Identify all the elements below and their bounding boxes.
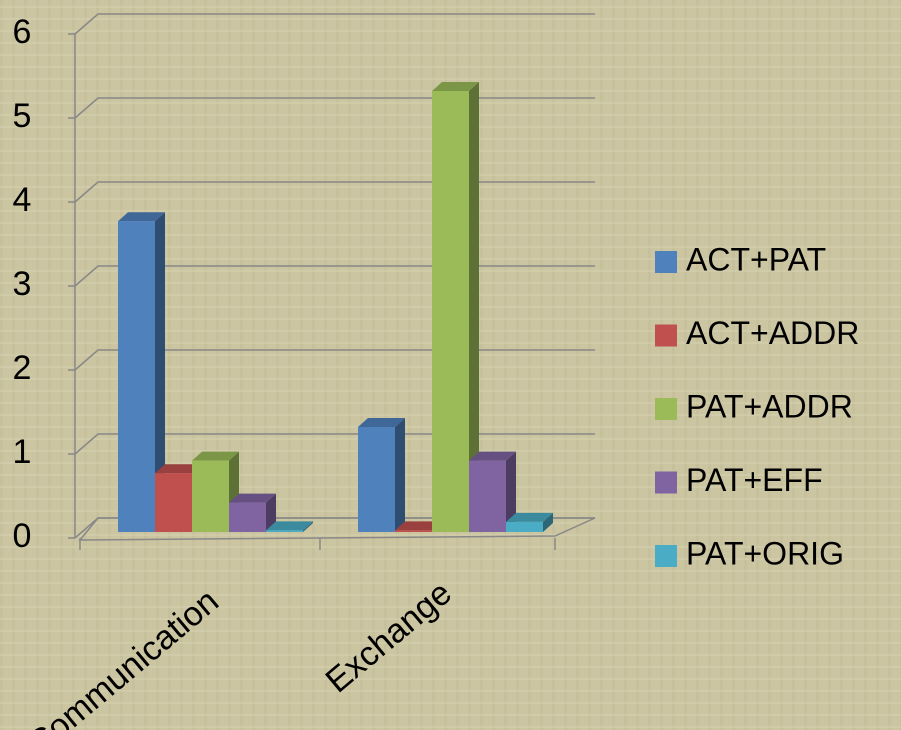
bar-front (118, 221, 155, 532)
bar (118, 212, 165, 532)
y-tick-label: 4 (13, 181, 32, 219)
bar-top (506, 512, 553, 522)
legend-label: ACT+PAT (686, 241, 826, 277)
y-tick-label: 3 (13, 265, 32, 303)
y-tick-label: 0 (13, 517, 32, 555)
bar-side (506, 451, 516, 532)
legend-label: PAT+ADDR (686, 388, 853, 424)
grid-line (74, 349, 595, 371)
bar (266, 521, 313, 532)
bar-top (118, 212, 165, 222)
grid-line (74, 265, 595, 287)
grid-line (74, 181, 595, 203)
bar-side (395, 418, 405, 532)
bar-front (506, 521, 543, 532)
bar-side (543, 512, 553, 532)
legend-label: PAT+ORIG (686, 535, 844, 571)
bar (192, 451, 239, 532)
bar-top (469, 451, 516, 461)
y-tick-label: 6 (13, 13, 32, 51)
bar-top (155, 464, 202, 474)
bar-front (266, 530, 303, 532)
legend-label: PAT+EFF (686, 462, 823, 498)
grid-line (74, 433, 595, 455)
bar (432, 82, 479, 532)
legend-swatch (655, 251, 677, 273)
grid-line (74, 517, 595, 539)
bar-top (229, 493, 276, 503)
bar (469, 451, 516, 532)
bar (506, 512, 553, 532)
bar-front (432, 91, 469, 532)
bar-front (358, 427, 395, 532)
bar (358, 418, 405, 532)
bar-front (395, 530, 432, 532)
bar-top (395, 521, 442, 531)
bar-front (469, 460, 506, 532)
bar-top (266, 521, 313, 531)
bar-side (155, 212, 165, 532)
bar (229, 493, 276, 532)
y-tick-label: 1 (13, 433, 32, 471)
grid-line (74, 97, 595, 119)
y-tick-label: 5 (13, 97, 32, 135)
bar-front (229, 502, 266, 532)
bar-top (192, 451, 239, 461)
bar-top (432, 82, 479, 91)
bar-side (303, 521, 313, 532)
bar-top (358, 418, 405, 427)
bar-side (469, 82, 479, 532)
y-tick-label: 2 (13, 349, 32, 387)
legend-swatch (655, 545, 677, 567)
legend-swatch (655, 471, 677, 494)
bar-side (266, 493, 276, 532)
bar-front (155, 473, 192, 532)
legend-label: ACT+ADDR (686, 315, 859, 351)
legend-swatch (655, 398, 677, 420)
legend-swatch (655, 324, 677, 347)
grid-line (74, 13, 595, 35)
bar-front (192, 460, 229, 532)
